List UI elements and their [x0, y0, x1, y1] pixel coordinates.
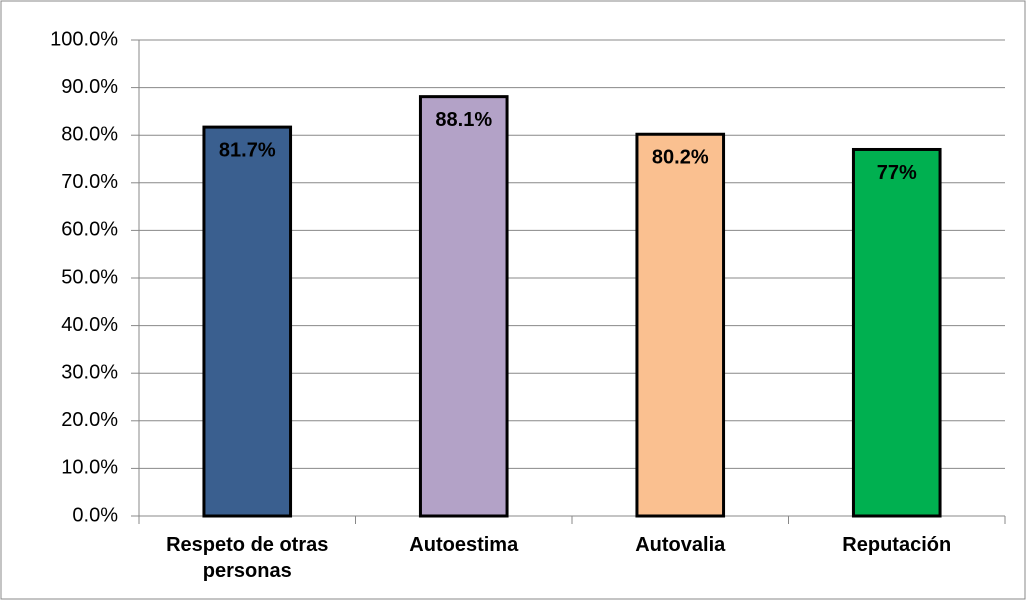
y-tick-label: 90.0%	[61, 76, 118, 98]
y-tick-label: 0.0%	[72, 504, 118, 526]
x-tick-label: Respeto de otras personas	[166, 534, 329, 582]
bar	[851, 147, 942, 518]
value-label: 88.1%	[435, 109, 492, 131]
x-tick-label: Autovalia	[635, 534, 726, 556]
bar	[202, 125, 293, 518]
bar	[635, 132, 726, 518]
y-tick-label: 50.0%	[61, 266, 118, 288]
y-tick-label: 40.0%	[61, 314, 118, 336]
y-tick-label: 20.0%	[61, 409, 118, 431]
x-tick-label: Reputación	[842, 534, 952, 556]
y-tick-label: 60.0%	[61, 219, 118, 241]
value-label: 81.7%	[219, 139, 276, 161]
bar	[418, 95, 509, 518]
value-label: 80.2%	[652, 147, 709, 169]
y-tick-label: 80.0%	[61, 123, 118, 145]
value-label: 77%	[877, 162, 917, 184]
y-tick-label: 70.0%	[61, 171, 118, 193]
y-tick-label: 100.0%	[50, 28, 118, 50]
y-tick-label: 30.0%	[61, 361, 118, 383]
y-tick-label: 10.0%	[61, 457, 118, 479]
x-tick-label: Autoestima	[409, 534, 519, 556]
